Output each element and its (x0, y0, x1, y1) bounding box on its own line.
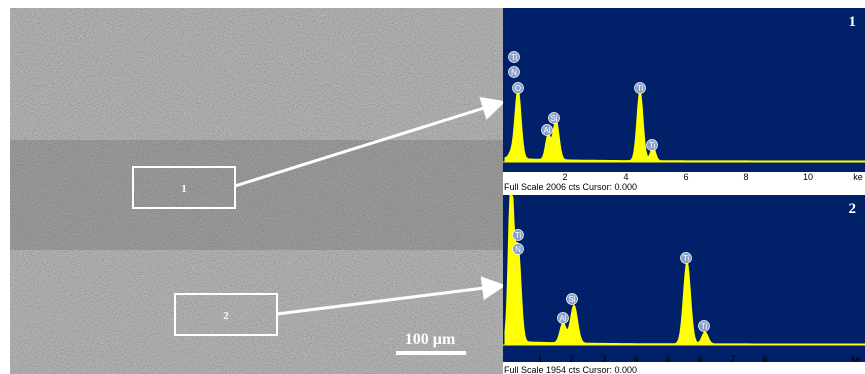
x-tick-label: 1 (537, 354, 542, 364)
eds-spectrum: 2 Ti N Si Al Ti Ti 1 2 3 4 5 6 7 8 ke Full Scale 1954 ct… (503, 195, 865, 374)
x-tick-label: ke (851, 354, 861, 364)
scale-bar-label: 100 µm (405, 331, 456, 348)
peak-label: Si (550, 114, 557, 123)
spectrum-caption: Full Scale 2006 cts Cursor: 0.000 (504, 182, 637, 192)
spectrum-caption: Full Scale 1954 cts Cursor: 0.000 (504, 365, 637, 374)
x-tick-label: 6 (683, 172, 688, 182)
x-tick-label: 2 (562, 172, 567, 182)
peak-label: Si (568, 295, 575, 304)
peak-label: Al (543, 126, 550, 135)
x-tick-label: 6 (697, 354, 702, 364)
scale-bar (396, 351, 466, 355)
region-label: 1 (181, 183, 187, 195)
peak-label: O (515, 84, 521, 93)
x-tick-label: ke (853, 172, 863, 182)
figure: 1 2 100 µm 1TiNOSiAlTiTi246810keFull Sca… (0, 0, 865, 374)
x-tick-label: 3 (601, 354, 606, 364)
peak-label: Al (559, 314, 566, 323)
x-tick-label: 2 (569, 354, 574, 364)
peak-label: Ti (515, 231, 522, 240)
peak-label: Ti (701, 322, 708, 331)
peak-label: Ti (637, 84, 644, 93)
spectrum-label: 1 (849, 14, 857, 30)
spectrum-label: 2 (849, 201, 857, 217)
x-tick-label: 10 (803, 172, 813, 182)
x-tick-label: 7 (730, 354, 735, 364)
x-tick-label: 5 (665, 354, 670, 364)
x-tick-label: 8 (762, 354, 767, 364)
sem-image (10, 8, 503, 374)
peak-label: Ti (649, 141, 656, 150)
region-label: 2 (223, 310, 229, 322)
peak-label: N (515, 245, 521, 254)
x-tick-label: 8 (743, 172, 748, 182)
peak-label: Ti (683, 254, 690, 263)
peak-label: Ti (511, 53, 518, 62)
peak-label: N (511, 68, 517, 77)
x-tick-label: 4 (623, 172, 628, 182)
x-tick-label: 4 (633, 354, 638, 364)
